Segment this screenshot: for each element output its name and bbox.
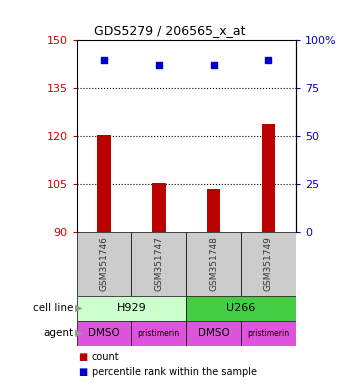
Point xyxy=(101,56,107,63)
FancyBboxPatch shape xyxy=(186,321,241,346)
Text: U266: U266 xyxy=(226,303,256,313)
Point xyxy=(266,56,271,63)
FancyBboxPatch shape xyxy=(76,321,131,346)
Text: GSM351747: GSM351747 xyxy=(154,237,163,291)
Text: count: count xyxy=(92,352,119,362)
Text: ■: ■ xyxy=(78,352,87,362)
FancyBboxPatch shape xyxy=(76,296,186,321)
Text: pristimerin: pristimerin xyxy=(138,329,180,338)
Text: ▶: ▶ xyxy=(75,303,82,313)
Text: GSM351748: GSM351748 xyxy=(209,237,218,291)
Text: pristimerin: pristimerin xyxy=(247,329,289,338)
Text: DMSO: DMSO xyxy=(88,328,120,338)
Text: cell line: cell line xyxy=(33,303,73,313)
Bar xyxy=(261,124,275,232)
FancyBboxPatch shape xyxy=(241,232,296,296)
Text: H929: H929 xyxy=(116,303,146,313)
FancyBboxPatch shape xyxy=(186,232,241,296)
Bar xyxy=(97,135,111,232)
FancyBboxPatch shape xyxy=(131,321,186,346)
Bar xyxy=(152,183,166,232)
FancyBboxPatch shape xyxy=(186,296,296,321)
FancyBboxPatch shape xyxy=(241,321,296,346)
FancyBboxPatch shape xyxy=(76,232,131,296)
Text: ▶: ▶ xyxy=(75,328,82,338)
Text: ■: ■ xyxy=(78,366,87,377)
Text: percentile rank within the sample: percentile rank within the sample xyxy=(92,366,257,377)
FancyBboxPatch shape xyxy=(131,232,186,296)
Text: DMSO: DMSO xyxy=(198,328,230,338)
Text: GSM351746: GSM351746 xyxy=(99,237,108,291)
Point xyxy=(211,62,216,68)
Bar xyxy=(207,189,220,232)
Point xyxy=(156,62,162,68)
Text: GSM351749: GSM351749 xyxy=(264,237,273,291)
Text: agent: agent xyxy=(43,328,73,338)
Text: GDS5279 / 206565_x_at: GDS5279 / 206565_x_at xyxy=(94,24,246,37)
